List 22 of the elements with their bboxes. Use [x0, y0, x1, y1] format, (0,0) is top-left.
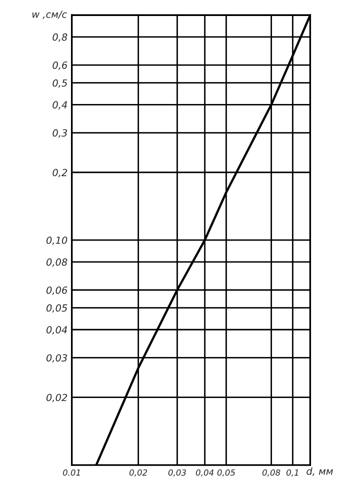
y-tick-label: 0,4 [52, 101, 67, 110]
x-tick-label: 0.01 [62, 469, 80, 476]
x-tick-label: 0,08 [262, 469, 280, 477]
y-tick-label: 0,5 [52, 79, 68, 88]
y-tick-label: 0,06 [46, 286, 68, 295]
y-tick-label: 0,05 [46, 304, 68, 313]
x-tick-label: 0,1 [286, 469, 298, 477]
x-axis-title: d, мм [306, 467, 333, 476]
y-tick-label: 0,2 [52, 168, 68, 178]
y-tick-label: 0,6 [52, 62, 68, 70]
y-tick-label: 0,08 [46, 258, 68, 267]
x-tick-label: 0,02 [129, 469, 148, 477]
y-tick-label: 0,10 [46, 236, 68, 245]
x-tick-label: 0,03 [168, 469, 186, 477]
x-tick-label: 0,05 [217, 469, 236, 477]
y-tick-label: 0,3 [52, 129, 68, 138]
y-tick-label: 0,02 [46, 394, 68, 402]
y-tick-label: 0,8 [52, 33, 68, 42]
y-tick-label: 0,03 [46, 354, 68, 363]
y-tick-label: 0,04 [46, 326, 67, 334]
x-tick-label: 0,04 [196, 469, 214, 477]
y-axis-title: w ,см/с [32, 10, 67, 19]
